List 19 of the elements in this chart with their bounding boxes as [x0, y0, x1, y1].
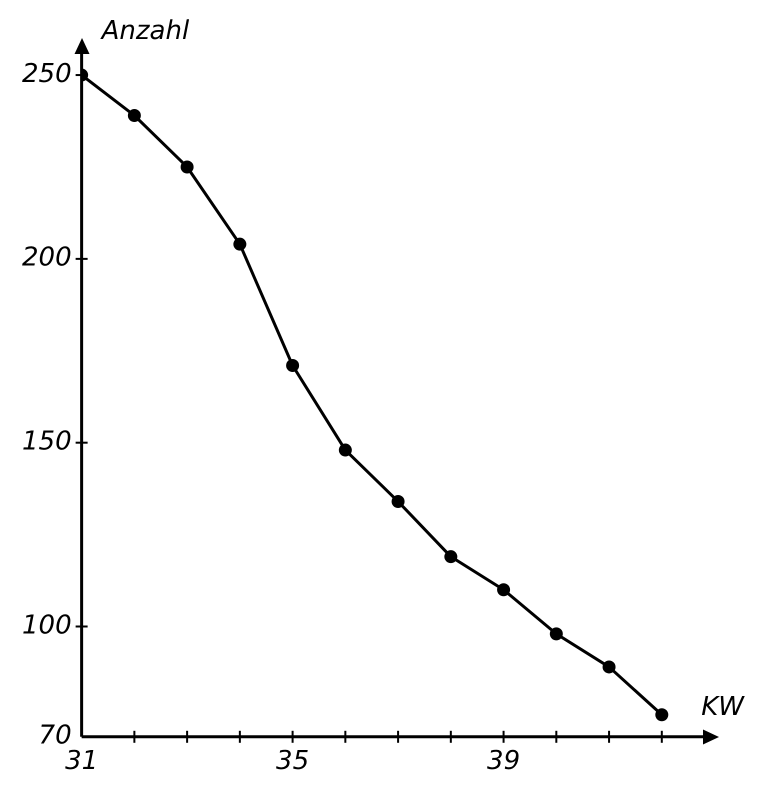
point — [655, 708, 668, 722]
x-tick-label: 35 — [276, 746, 310, 776]
y-tick-label: 200 — [22, 242, 72, 273]
y-tick-label: 100 — [22, 610, 72, 640]
point — [602, 660, 616, 674]
y-axis-title: Anzahl — [100, 16, 190, 46]
point — [180, 160, 194, 174]
point — [286, 358, 300, 372]
y-tick-label: 150 — [22, 426, 72, 456]
x-axis-title: KW — [701, 692, 746, 722]
point — [233, 238, 246, 251]
point — [550, 627, 563, 640]
x-tick-label: 39 — [487, 746, 520, 776]
point — [497, 583, 510, 596]
point — [444, 550, 458, 564]
point — [338, 444, 352, 457]
point — [128, 109, 141, 122]
point — [392, 495, 405, 508]
y-tick-label: 250 — [22, 58, 72, 89]
